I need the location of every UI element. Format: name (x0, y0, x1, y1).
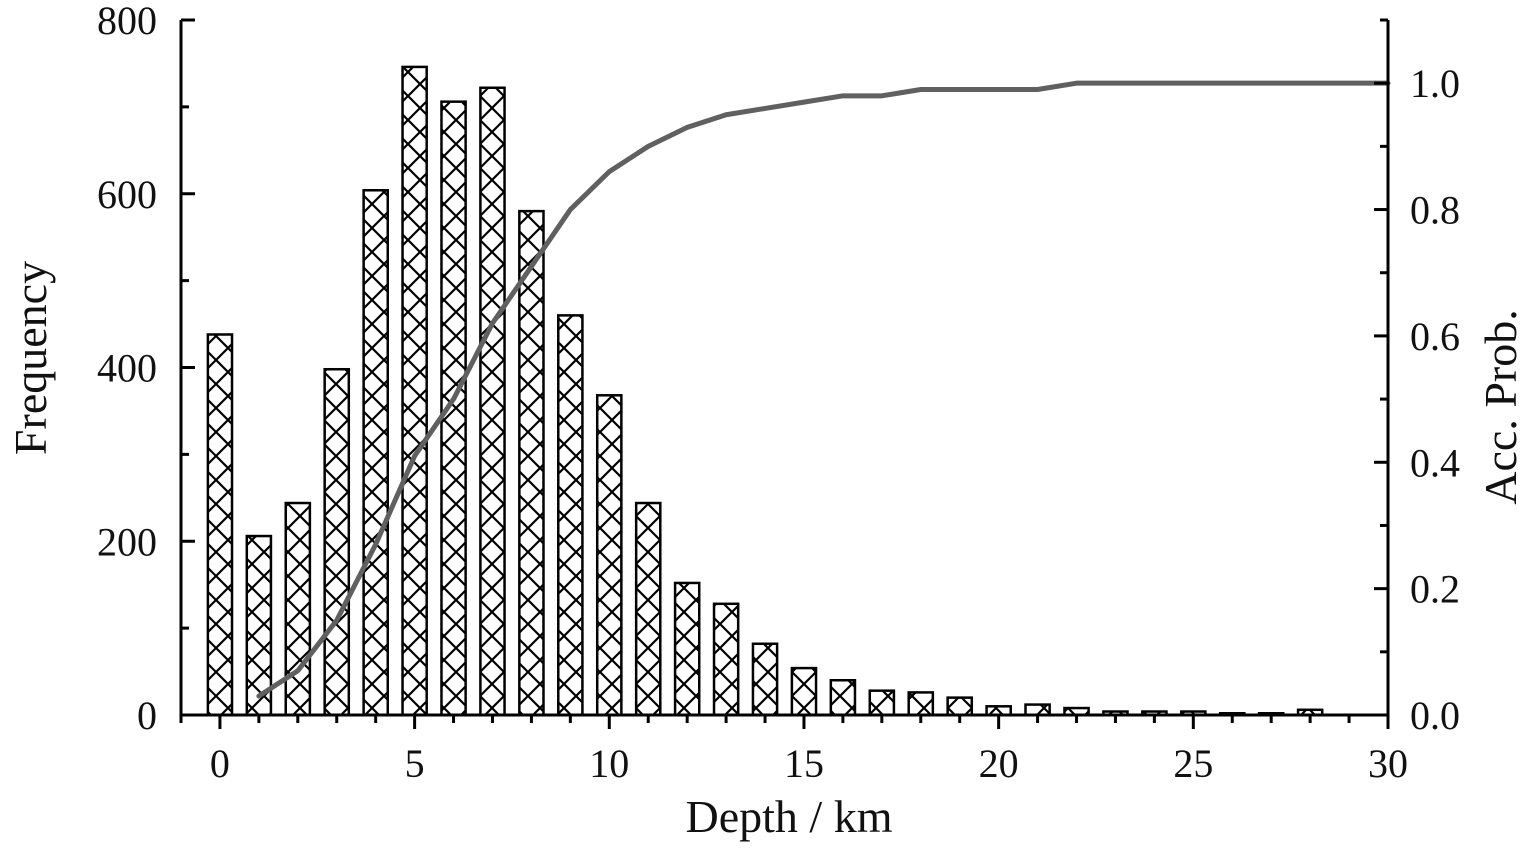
y-right-tick-label: 0.6 (1410, 314, 1460, 359)
bar-depth-17 (868, 689, 896, 717)
y-right-tick-label: 0.4 (1410, 440, 1460, 485)
x-tick-label: 0 (210, 741, 230, 786)
bar-depth-18 (907, 691, 935, 717)
x-tick-label: 5 (405, 741, 425, 786)
tick-labels: 0 5 10 15 20 25 30 0 200 400 600 800 0.0 0.2 0.4 0.6 0.8… (97, 0, 1460, 786)
bar-depth-0 (206, 333, 234, 717)
y-right-tick-label: 0.2 (1410, 567, 1460, 612)
cumulative-probability-line (256, 80, 1391, 699)
y-left-tick-label: 800 (97, 0, 157, 43)
bar-depth-2 (284, 501, 312, 717)
x-tick-label: 20 (979, 741, 1019, 786)
ticks (179, 18, 1390, 729)
x-tick-label: 25 (1173, 741, 1213, 786)
bar-depth-11 (634, 501, 662, 717)
axes (179, 20, 1390, 717)
x-tick-label: 15 (784, 741, 824, 786)
y-left-tick-label: 0 (137, 693, 157, 738)
y-left-tick-label: 400 (97, 346, 157, 391)
bar-depth-12 (673, 581, 701, 717)
y-axis-right-title: Acc. Prob. (1475, 309, 1526, 504)
bar-depth-19 (946, 696, 974, 717)
bar-depth-21 (1024, 703, 1051, 717)
y-left-tick-label: 200 (97, 519, 157, 564)
bar-depth-8 (518, 209, 545, 717)
y-left-tick-label: 600 (97, 172, 157, 217)
bar-depth-4 (362, 189, 389, 717)
y-right-tick-label: 0.8 (1410, 188, 1460, 233)
cumulative-probability-series (256, 80, 1391, 699)
bar-depth-16 (829, 679, 857, 717)
y-axis-left-title: Frequency (5, 261, 56, 455)
bar-depth-3 (323, 367, 351, 717)
bar-depth-7 (479, 86, 506, 717)
bar-depth-14 (751, 642, 779, 717)
bar-series (206, 65, 1324, 717)
x-axis-title: Depth / km (686, 791, 893, 842)
y-right-tick-label: 1.0 (1410, 61, 1460, 106)
bar-depth-13 (712, 602, 740, 717)
bar-depth-15 (790, 666, 818, 717)
bar-depth-10 (595, 394, 623, 717)
y-right-tick-label: 0.0 (1410, 693, 1460, 738)
bar-depth-5 (401, 65, 428, 717)
bar-depth-9 (557, 314, 584, 717)
x-tick-label: 30 (1368, 741, 1408, 786)
x-tick-label: 10 (589, 741, 629, 786)
